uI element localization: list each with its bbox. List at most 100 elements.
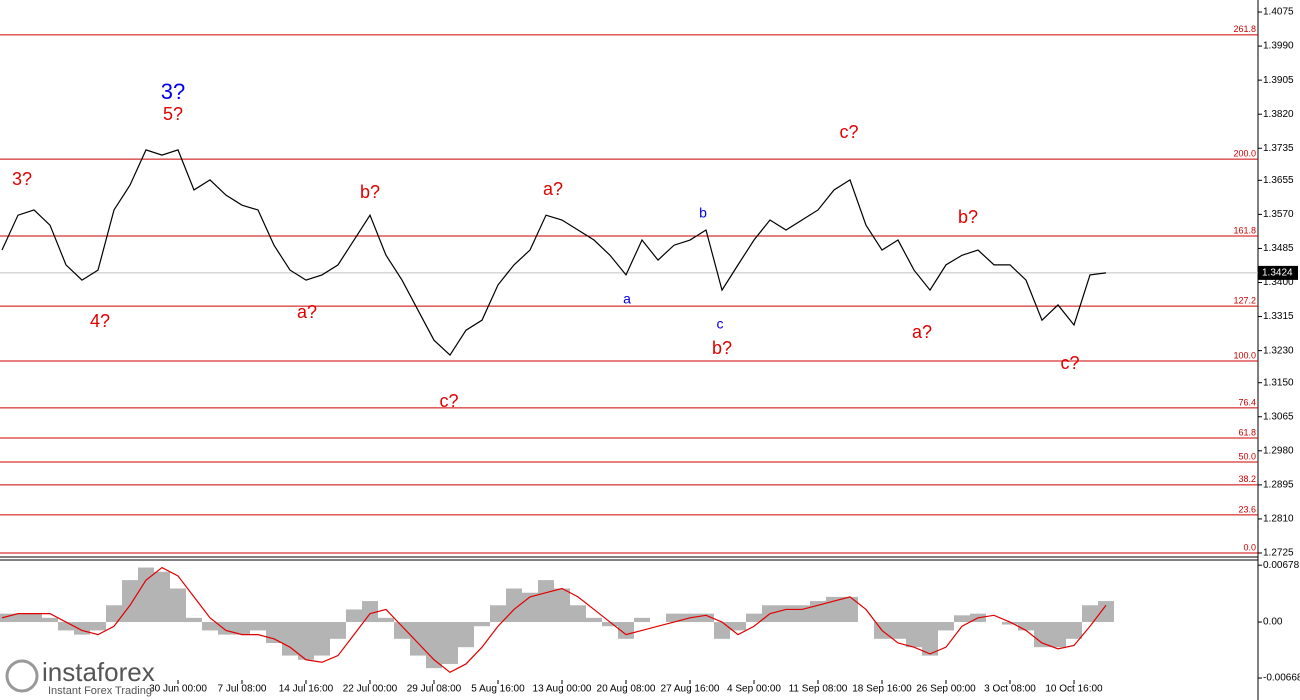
histogram-bar (714, 622, 730, 639)
histogram-bar (922, 622, 938, 656)
histogram-bar (362, 601, 378, 623)
histogram-bar (250, 622, 266, 631)
histogram-bar (202, 622, 218, 631)
histogram-bar (378, 617, 394, 623)
brand: instaforex (42, 657, 155, 687)
x-tick-label: 11 Sep 08:00 (789, 684, 848, 695)
histogram-bar (1050, 622, 1066, 648)
histogram-bar (954, 615, 970, 623)
wave-label: c? (839, 122, 858, 142)
y-tick-label: 1.3065 (1263, 411, 1294, 422)
y-tick-label: 1.2725 (1263, 548, 1294, 559)
wave-label: 4? (90, 311, 110, 331)
wave-label: c? (1060, 353, 1079, 373)
histogram-bar (282, 622, 298, 656)
histogram-bar (554, 588, 570, 623)
x-tick-label: 27 Aug 16:00 (661, 684, 720, 695)
y-tick-label: -0.00668 (1263, 673, 1300, 684)
histogram-bar (634, 617, 650, 623)
y-tick-label: 1.4075 (1263, 7, 1294, 18)
histogram-bar (490, 605, 506, 623)
histogram-bar (602, 622, 618, 627)
y-tick-label: 1.3570 (1263, 209, 1294, 220)
histogram-bar (90, 622, 106, 631)
histogram-bar (138, 567, 154, 623)
histogram-bar (570, 605, 586, 623)
x-tick-label: 7 Jul 08:00 (218, 684, 267, 695)
y-tick-label: 1.3990 (1263, 41, 1294, 52)
histogram-bar (0, 613, 10, 623)
histogram-bar (426, 622, 442, 669)
x-tick-label: 30 Jun 00:00 (149, 684, 207, 695)
histogram-bar (1066, 622, 1082, 639)
wave-label: a? (912, 322, 932, 342)
histogram-bar (298, 622, 314, 660)
histogram-bar (58, 622, 74, 631)
y-tick-label: 0.00 (1263, 617, 1283, 628)
histogram-bar (74, 622, 90, 635)
wave-label: b (699, 205, 707, 221)
fib-label: 161.8 (1233, 225, 1256, 235)
y-tick-label: 0.00678 (1263, 560, 1300, 571)
histogram-bar (826, 596, 842, 623)
y-tick-label: 1.2810 (1263, 514, 1294, 525)
histogram-bar (42, 617, 58, 623)
x-tick-label: 14 Jul 16:00 (279, 684, 334, 695)
wave-label: a (623, 291, 631, 307)
signal-line (1, 566, 1107, 674)
x-tick-label: 13 Aug 00:00 (533, 684, 592, 695)
histogram-bar (938, 622, 954, 631)
histogram-bar (1082, 605, 1098, 623)
histogram-bar (538, 580, 554, 623)
histogram-bar (410, 622, 426, 656)
last-price-label: 1.3424 (1262, 268, 1293, 279)
fib-label: 200.0 (1233, 148, 1256, 158)
last-price-box (1258, 265, 1298, 280)
fib-label: 50.0 (1238, 451, 1256, 461)
fib-label: 61.8 (1238, 427, 1256, 437)
y-tick-label: 1.3150 (1263, 377, 1294, 388)
fib-label: 261.8 (1233, 24, 1256, 34)
histogram-bar (154, 571, 170, 623)
histogram-bar (394, 622, 410, 639)
histogram-bar (10, 613, 26, 623)
y-tick-label: 1.3485 (1263, 243, 1294, 254)
y-tick-label: 1.3230 (1263, 345, 1294, 356)
histogram-bar (730, 622, 746, 631)
wave-label: b? (360, 182, 380, 202)
fib-label: 76.4 (1238, 397, 1256, 407)
histogram-bar (442, 622, 458, 664)
y-tick-label: 1.2895 (1263, 480, 1294, 491)
histogram-bar (618, 622, 634, 639)
histogram-bar (746, 613, 762, 623)
histogram-bar (1098, 601, 1114, 623)
histogram-bar (266, 622, 282, 643)
x-tick-label: 4 Sep 00:00 (727, 684, 781, 695)
wave-label: 5? (163, 104, 183, 124)
histogram-bar (186, 617, 202, 623)
x-tick-label: 5 Aug 16:00 (471, 684, 525, 695)
tagline: Instant Forex Trading (48, 685, 152, 697)
wave-label: c (717, 316, 724, 332)
fib-label: 100.0 (1233, 350, 1256, 360)
histogram-bar (330, 622, 346, 639)
x-tick-label: 20 Aug 08:00 (597, 684, 656, 695)
x-tick-label: 10 Oct 16:00 (1045, 684, 1103, 695)
histogram-bar (122, 580, 138, 623)
histogram-bar (586, 617, 602, 623)
histogram-bar (170, 588, 186, 623)
y-tick-label: 1.3315 (1263, 311, 1294, 322)
histogram-bar (1018, 622, 1034, 631)
y-tick-label: 1.2980 (1263, 445, 1294, 456)
histogram-bar (906, 622, 922, 648)
histogram-bar (106, 605, 122, 623)
y-tick-label: 1.3400 (1263, 277, 1294, 288)
wave-label: 3? (161, 79, 185, 104)
histogram-bar (698, 613, 714, 623)
wave-label: b? (712, 338, 732, 358)
fib-label: 127.2 (1233, 296, 1256, 306)
x-tick-label: 22 Jul 00:00 (343, 684, 398, 695)
